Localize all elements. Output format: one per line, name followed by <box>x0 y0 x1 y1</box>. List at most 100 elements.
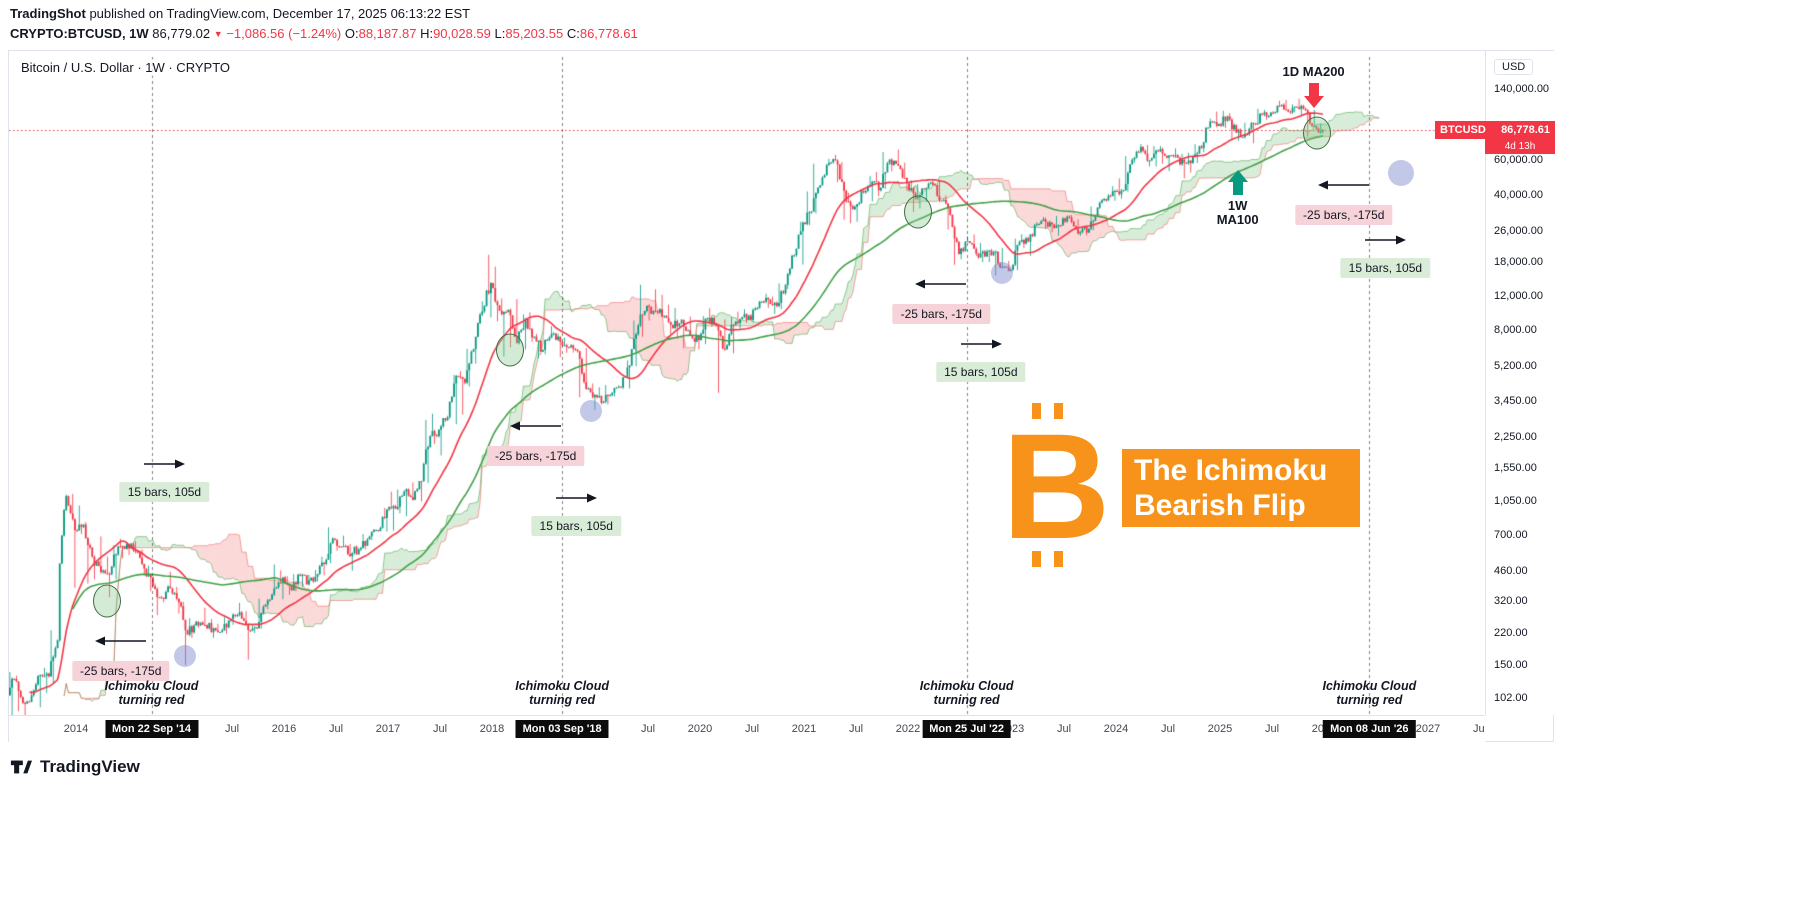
time-tick-label: 2016 <box>271 723 297 735</box>
ichimoku-touch-circle <box>904 195 933 229</box>
banner-line2: Bearish Flip <box>1134 489 1306 522</box>
left-arrow-icon <box>93 634 149 647</box>
price-tick-label: 140,000.00 <box>1494 82 1550 95</box>
symbol-name[interactable]: CRYPTO:BTCUSD, 1W <box>10 26 149 41</box>
time-axis[interactable]: 2014Jul2015Jul2016Jul2017Jul2018Jul2019J… <box>9 715 1485 743</box>
time-tick-label: Jul <box>848 723 864 735</box>
low-value: 85,203.55 <box>505 26 564 41</box>
published-text: published on TradingView.com, December 1… <box>85 6 471 21</box>
price-tick-label: 26,000.00 <box>1494 224 1543 237</box>
price-tick-label: 40,000.00 <box>1494 188 1543 201</box>
right-arrow-icon <box>958 338 1004 351</box>
price-axis[interactable]: USD 140,000.0090,000.0060,000.0040,000.0… <box>1485 51 1555 715</box>
lag-annotation-label: -25 bars, -175d <box>892 304 990 325</box>
cloud-flip-annotation: Ichimoku Cloud turning red <box>104 679 199 707</box>
price-axis-badge: BTCUSD 86,778.61 <box>1435 121 1555 140</box>
event-date-badge: Mon 08 Jun '26 <box>1323 720 1416 738</box>
time-tick-label: 2022 <box>895 723 921 735</box>
price-tick-label: 460.00 <box>1494 564 1528 577</box>
price-tick-label: 102.00 <box>1494 691 1528 704</box>
time-tick-label: 2017 <box>375 723 401 735</box>
price-tick-label: 1,050.00 <box>1494 495 1537 508</box>
time-tick-label: Jul <box>744 723 760 735</box>
bitcoin-b-glyph: B <box>1002 402 1111 570</box>
time-tick-label: 2020 <box>687 723 713 735</box>
time-tick-label: Jul <box>1472 723 1485 735</box>
price-tick-label: 2,250.00 <box>1494 431 1537 443</box>
currency-chip[interactable]: USD <box>1494 59 1534 75</box>
ma200-callout-label: 1D MA200 <box>1282 64 1345 79</box>
price-tick-label: 3,450.00 <box>1494 394 1537 407</box>
last-price: 86,779.02 <box>152 26 211 41</box>
lag-annotation-label: -25 bars, -175d <box>1295 204 1393 225</box>
chart-legend-title: Bitcoin / U.S. Dollar · 1W · CRYPTO <box>17 59 235 76</box>
red-down-arrow-icon <box>1303 83 1324 109</box>
bottom-marker-circle <box>174 644 197 667</box>
cloud-flip-annotation: Ichimoku Cloud turning red <box>515 679 609 707</box>
banner-line1: The Ichimoku <box>1134 454 1328 487</box>
chart-pane[interactable]: Bitcoin / U.S. Dollar · 1W · CRYPTO B Th… <box>9 51 1485 715</box>
lead-annotation-label: 15 bars, 105d <box>1340 258 1431 279</box>
event-date-badge: Mon 03 Sep '18 <box>515 720 609 738</box>
symbol-quote-line: CRYPTO:BTCUSD, 1W 86,779.02 ▼ −1,086.56 … <box>10 26 638 41</box>
lead-annotation-label: 15 bars, 105d <box>531 516 621 537</box>
high-value: 90,028.59 <box>433 26 491 41</box>
high-label: H: <box>420 26 434 41</box>
open-label: O: <box>344 26 359 41</box>
tradingview-brand[interactable]: TradingView <box>40 757 140 776</box>
publication-line: TradingShot published on TradingView.com… <box>10 6 638 21</box>
down-triangle-icon: ▼ <box>213 29 223 39</box>
event-date-badge: Mon 22 Sep '14 <box>104 720 199 738</box>
price-tick-label: 60,000.00 <box>1494 154 1543 167</box>
lead-annotation-label: 15 bars, 105d <box>119 481 210 502</box>
left-arrow-icon <box>913 278 969 291</box>
ichimoku-touch-circle <box>495 333 524 367</box>
bottom-marker-circle <box>579 399 602 422</box>
badge-symbol: BTCUSD <box>1440 124 1486 137</box>
time-tick-label: Jul <box>1056 723 1072 735</box>
time-tick-label: Jul <box>224 723 240 735</box>
time-tick-label: 2021 <box>791 723 817 735</box>
price-tick-label: 320.00 <box>1494 595 1528 608</box>
time-tick-label: 2027 <box>1415 723 1441 735</box>
cloud-flip-annotation: Ichimoku Cloud turning red <box>919 679 1014 707</box>
time-tick-label: Jul <box>1160 723 1176 735</box>
price-tick-label: 220.00 <box>1494 626 1528 639</box>
ichimoku-touch-circle <box>93 584 122 618</box>
right-arrow-icon <box>141 457 187 470</box>
price-tick-label: 700.00 <box>1494 529 1528 542</box>
lead-annotation-label: 15 bars, 105d <box>936 362 1026 383</box>
publication-header: TradingShot published on TradingView.com… <box>10 6 638 41</box>
cloud-flip-annotation: Ichimoku Cloud turning red <box>1322 679 1417 707</box>
right-arrow-icon <box>553 492 599 505</box>
bar-countdown-badge: 4d 13h <box>1485 139 1555 155</box>
ma100-callout-label: 1W MA100 <box>1216 198 1259 227</box>
green-up-arrow-icon <box>1227 170 1248 196</box>
price-tick-label: 150.00 <box>1494 659 1528 672</box>
price-tick-label: 1,550.00 <box>1494 462 1537 475</box>
price-tick-label: 12,000.00 <box>1494 289 1543 302</box>
price-tick-label: 8,000.00 <box>1494 324 1537 337</box>
ichimoku-touch-circle <box>1302 116 1331 150</box>
bottom-marker-circle <box>1387 160 1414 187</box>
time-tick-label: Jul <box>640 723 656 735</box>
low-label: L: <box>494 26 506 41</box>
price-chart: Bitcoin / U.S. Dollar · 1W · CRYPTO B Th… <box>8 50 1555 743</box>
time-tick-label: Jul <box>1264 723 1280 735</box>
lag-annotation-label: -25 bars, -175d <box>486 445 585 466</box>
time-tick-label: Jul <box>328 723 344 735</box>
left-arrow-icon <box>1316 178 1372 191</box>
footer: TradingView <box>10 756 140 778</box>
bitcoin-logo-icon: B <box>994 403 1110 568</box>
time-tick-label: 2014 <box>63 723 89 735</box>
badge-price: 86,778.61 <box>1501 124 1550 137</box>
price-change: −1,086.56 (−1.24%) <box>226 26 342 41</box>
time-tick-label: 2024 <box>1103 723 1129 735</box>
chart-title-banner: The Ichimoku Bearish Flip <box>1122 449 1360 527</box>
tradingview-logo-icon[interactable] <box>10 756 32 778</box>
close-label: C: <box>566 26 580 41</box>
close-value: 86,778.61 <box>579 26 638 41</box>
author-link[interactable]: TradingShot <box>10 6 86 21</box>
candlestick-canvas[interactable] <box>9 51 1485 715</box>
open-value: 88,187.87 <box>358 26 417 41</box>
